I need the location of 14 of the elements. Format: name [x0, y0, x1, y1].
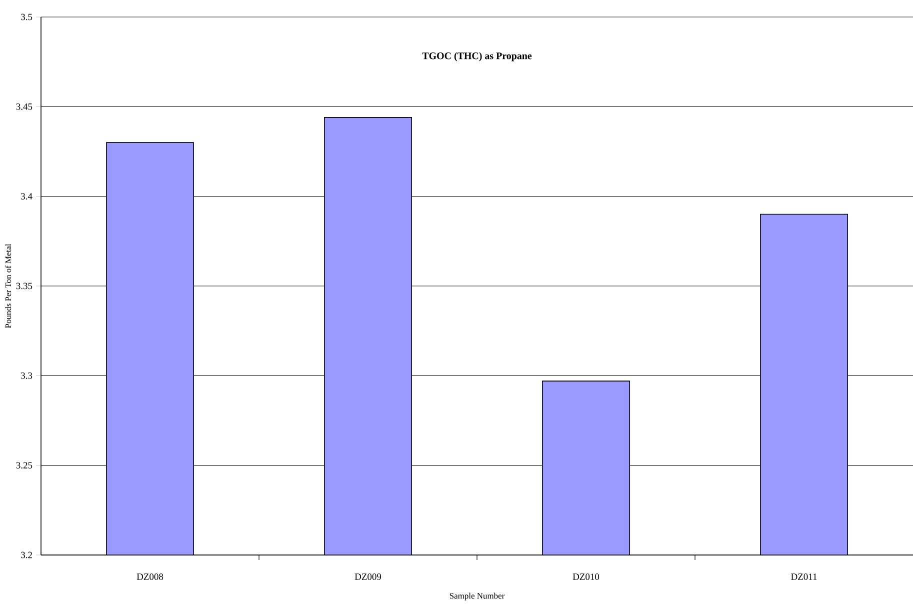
y-tick-label: 3.3	[21, 372, 32, 379]
y-tick-label: 3.45	[16, 103, 32, 110]
x-tick-label: DZ008	[136, 574, 164, 580]
y-axis-title: Pounds Per Ton of Metal	[5, 244, 12, 328]
text: TGOC (THC) as Propane	[422, 52, 532, 62]
x-axis-title: Sample Number	[450, 592, 505, 600]
y-tick-label: 3.35	[16, 282, 32, 290]
y-tick-label: 3.4	[21, 193, 32, 200]
y-tick-label: 3.5	[21, 14, 32, 20]
x-tick-label: DZ009	[354, 574, 382, 580]
y-tick-label: 3.2	[21, 552, 32, 558]
y-tick-label: 3.25	[16, 462, 32, 469]
x-tick-label: DZ011	[791, 574, 817, 580]
x-tick-label: DZ010	[572, 574, 600, 580]
